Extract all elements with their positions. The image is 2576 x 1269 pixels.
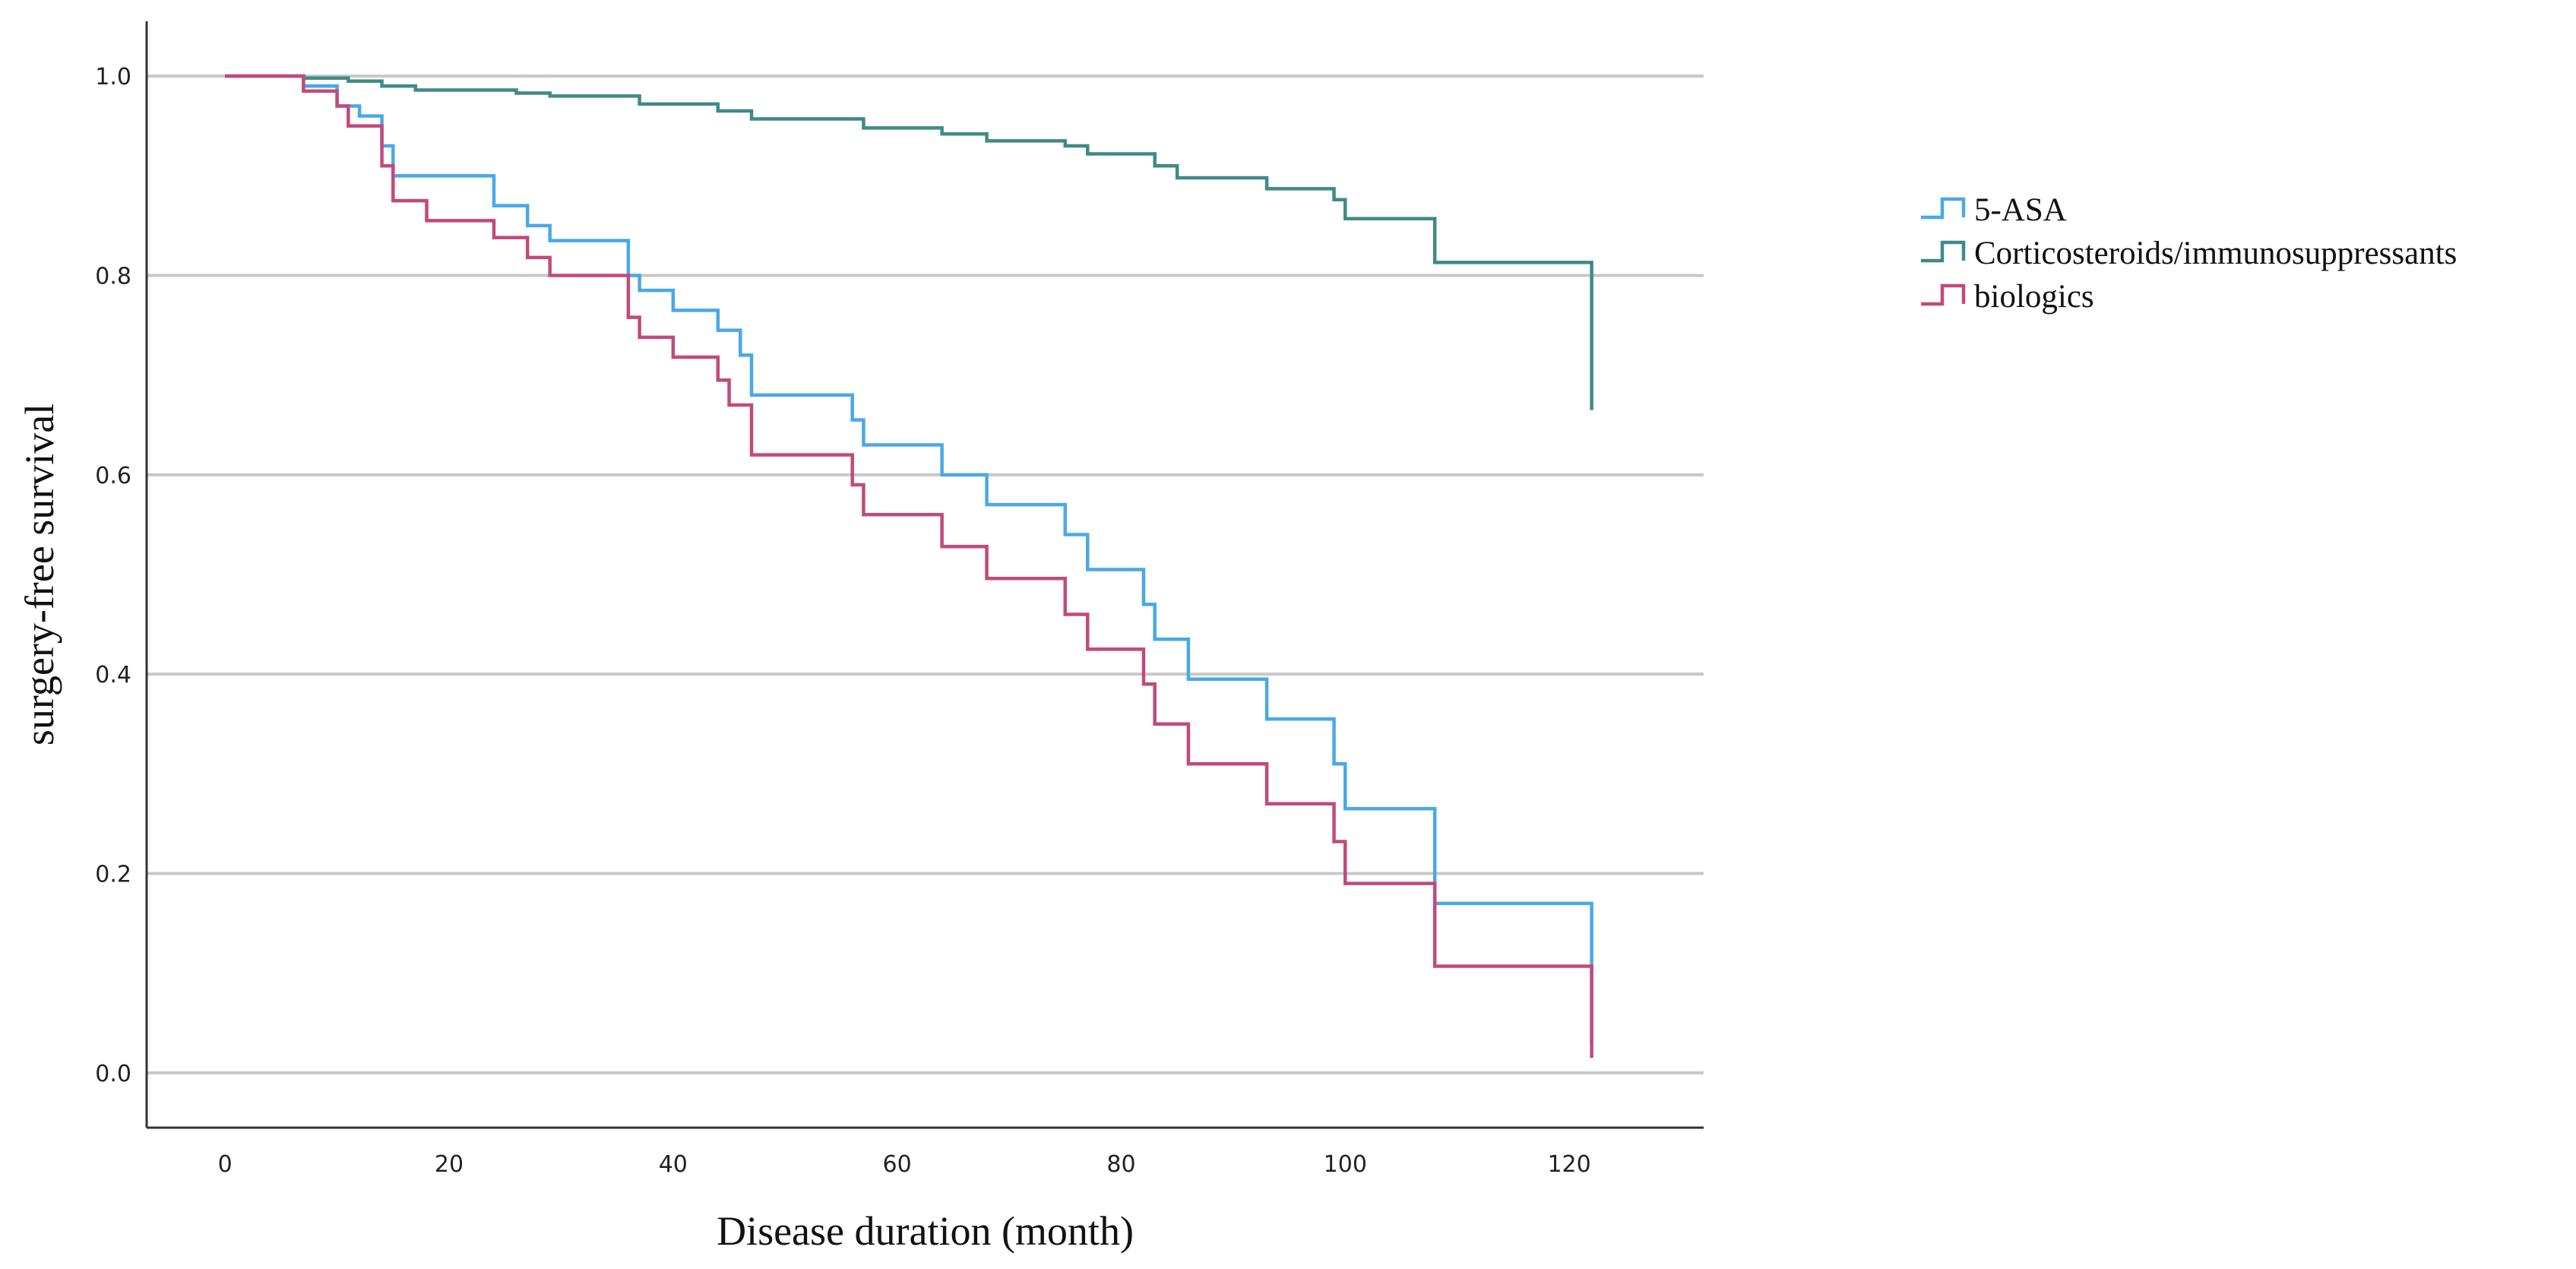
- y-axis-title: surgery-free survival: [17, 403, 62, 745]
- y-tick-label: 0.4: [95, 662, 131, 688]
- x-tick-label: 100: [1324, 1151, 1367, 1178]
- y-tick-label: 0.6: [95, 463, 131, 489]
- legend-swatch: [1921, 240, 1966, 263]
- legend-label: Corticosteroids/immunosuppressants: [1974, 236, 2457, 271]
- legend: 5-ASA Corticosteroids/immunosuppressants b…: [1921, 192, 2457, 315]
- y-tick-labels: 0.0 0.2 0.4 0.6 0.8 1.0: [95, 64, 131, 1087]
- axes: [145, 21, 1704, 1129]
- series-line-0: [225, 74, 1593, 1043]
- legend-label: biologics: [1974, 279, 2094, 315]
- legend-swatch: [1921, 197, 1966, 220]
- legend-swatch: [1921, 283, 1966, 306]
- y-tick-label: 0.8: [95, 263, 131, 290]
- legend-item: Corticosteroids/immunosuppressants: [1921, 236, 2457, 271]
- x-tick-label: 80: [1106, 1151, 1135, 1178]
- x-tick-label: 60: [883, 1151, 912, 1178]
- y-tick-label: 0.2: [95, 862, 131, 888]
- series-line-2: [225, 74, 1593, 1059]
- x-tick-labels: 0 20 40 60 80 100 120: [218, 1151, 1591, 1178]
- survival-curves: [225, 74, 1593, 1059]
- x-tick-label: 20: [435, 1151, 464, 1178]
- x-tick-label: 120: [1547, 1151, 1590, 1178]
- legend-item: 5-ASA: [1921, 192, 2067, 228]
- x-tick-label: 0: [218, 1151, 233, 1178]
- y-tick-label: 0.0: [95, 1061, 131, 1087]
- y-tick-label: 1.0: [95, 64, 131, 90]
- series-line-1: [225, 74, 1593, 410]
- gridlines: [147, 74, 1704, 1074]
- x-tick-label: 40: [659, 1151, 688, 1178]
- legend-label: 5-ASA: [1974, 192, 2067, 228]
- legend-item: biologics: [1921, 279, 2094, 315]
- x-axis-title: Disease duration (month): [717, 1208, 1134, 1254]
